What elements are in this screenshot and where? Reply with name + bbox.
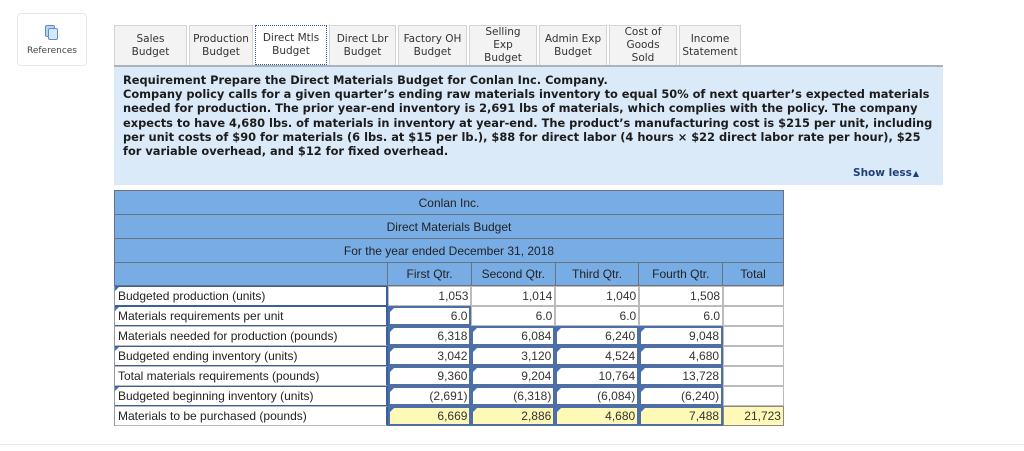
- show-less-link[interactable]: Show less▲: [853, 167, 919, 179]
- tab-direct-lbr-budget[interactable]: Direct Lbr Budget: [329, 25, 396, 65]
- budget-tabs: Sales Budget Production Budget Direct Mtl…: [114, 25, 743, 65]
- cell-q4-input[interactable]: 13,728: [639, 366, 724, 386]
- col-fourth-qtr: Fourth Qtr.: [638, 263, 722, 285]
- cell-q4-input[interactable]: 7,488: [639, 406, 724, 426]
- row-label-input[interactable]: Budgeted ending inventory (units): [115, 346, 388, 366]
- cell-q2: 1,014: [471, 286, 556, 306]
- tab-income-statement[interactable]: Income Statement: [679, 25, 741, 65]
- cell-q2-input[interactable]: 2,886: [471, 406, 556, 426]
- cell-q2: 6.0: [471, 306, 556, 326]
- cell-q4-input[interactable]: 9,048: [639, 326, 724, 346]
- budget-title: Direct Materials Budget: [115, 215, 783, 239]
- divider: [0, 444, 1024, 445]
- cell-q3: 6.0: [555, 306, 640, 326]
- cell-q1-input[interactable]: 9,360: [387, 366, 472, 386]
- cell-q4-input[interactable]: (6,240): [639, 386, 724, 406]
- tab-direct-mtls-budget[interactable]: Direct Mtls Budget: [255, 25, 327, 65]
- budget-header: Conlan Inc. Direct Materials Budget For …: [114, 190, 784, 286]
- cell-q4-input[interactable]: 4,680: [639, 346, 724, 366]
- tab-cost-of-goods-sold[interactable]: Cost of Goods Sold: [609, 25, 677, 65]
- cell-q2-input[interactable]: (6,318): [471, 386, 556, 406]
- row-label-input[interactable]: Budgeted production (units): [115, 286, 388, 306]
- cell-q1-input[interactable]: (2,691): [387, 386, 472, 406]
- col-second-qtr: Second Qtr.: [470, 263, 555, 285]
- direct-materials-budget-table: Conlan Inc. Direct Materials Budget For …: [114, 190, 784, 426]
- cell-q4: 1,508: [639, 286, 724, 306]
- budget-period: For the year ended December 31, 2018: [115, 239, 783, 263]
- table-row: Materials needed for production (pounds)…: [115, 326, 784, 346]
- tab-sales-budget[interactable]: Sales Budget: [114, 25, 187, 65]
- table-row: Budgeted beginning inventory (units) (2,…: [115, 386, 784, 406]
- table-row: Materials requirements per unit 6.0 6.0 …: [115, 306, 784, 326]
- requirement-panel: Requirement Prepare the Direct Materials…: [114, 65, 943, 185]
- row-label-input[interactable]: Budgeted beginning inventory (units): [115, 386, 388, 406]
- table-row: Budgeted production (units) 1,053 1,014 …: [115, 286, 784, 306]
- cell-q4: 6.0: [639, 306, 724, 326]
- cell-total: [723, 386, 784, 406]
- cell-q1-input[interactable]: 6,669: [387, 406, 472, 426]
- cell-total: [723, 346, 784, 366]
- cell-q2-input[interactable]: 6,084: [471, 326, 556, 346]
- col-third-qtr: Third Qtr.: [554, 263, 639, 285]
- cell-q1-input[interactable]: 6.0: [387, 306, 472, 326]
- cell-q3: 1,040: [555, 286, 640, 306]
- cell-total: [723, 306, 784, 326]
- tab-production-budget[interactable]: Production Budget: [189, 25, 253, 65]
- row-label: Total materials requirements (pounds): [115, 366, 388, 386]
- table-row: Materials to be purchased (pounds) 6,669…: [115, 406, 784, 426]
- tab-admin-exp-budget[interactable]: Admin Exp Budget: [539, 25, 607, 65]
- row-label-input[interactable]: Materials requirements per unit: [115, 306, 388, 326]
- column-headers: First Qtr. Second Qtr. Third Qtr. Fourth…: [115, 263, 783, 285]
- tab-factory-oh-budget[interactable]: Factory OH Budget: [398, 25, 467, 65]
- row-label: Materials needed for production (pounds): [115, 326, 388, 346]
- cell-total: [723, 326, 784, 346]
- cell-q3-input[interactable]: (6,084): [555, 386, 640, 406]
- cell-q2-input[interactable]: 3,120: [471, 346, 556, 366]
- cell-q2-input[interactable]: 9,204: [471, 366, 556, 386]
- cell-q1-input[interactable]: 3,042: [387, 346, 472, 366]
- table-row: Budgeted ending inventory (units) 3,042 …: [115, 346, 784, 366]
- col-first-qtr: First Qtr.: [387, 263, 471, 285]
- col-total: Total: [722, 263, 783, 285]
- cell-q1-input[interactable]: 6,318: [387, 326, 472, 346]
- requirement-text: Requirement Prepare the Direct Materials…: [123, 73, 933, 159]
- references-button[interactable]: References: [17, 13, 87, 66]
- tab-selling-exp-budget[interactable]: Selling Exp Budget: [469, 25, 537, 65]
- cell-total: 21,723: [723, 406, 784, 426]
- copy-documents-icon: [44, 25, 60, 41]
- cell-q3-input[interactable]: 10,764: [555, 366, 640, 386]
- cell-q3-input[interactable]: 4,524: [555, 346, 640, 366]
- cell-total: [723, 286, 784, 306]
- cell-total: [723, 366, 784, 386]
- row-label: Materials to be purchased (pounds): [115, 406, 388, 426]
- table-row: Total materials requirements (pounds) 9,…: [115, 366, 784, 386]
- references-label: References: [26, 46, 77, 56]
- company-name: Conlan Inc.: [115, 191, 783, 215]
- cell-q3-input[interactable]: 4,680: [555, 406, 640, 426]
- budget-rows: Budgeted production (units) 1,053 1,014 …: [114, 286, 784, 426]
- triangle-up-icon: ▲: [912, 169, 919, 178]
- cell-q1: 1,053: [387, 286, 472, 306]
- cell-q3-input[interactable]: 6,240: [555, 326, 640, 346]
